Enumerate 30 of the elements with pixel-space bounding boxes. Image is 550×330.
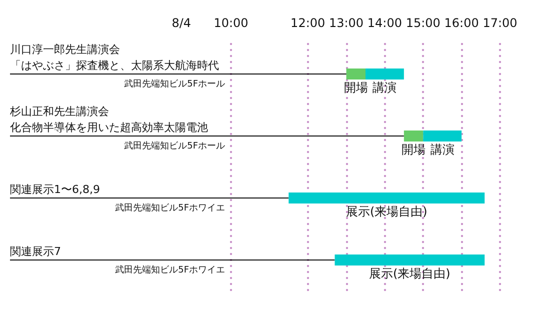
y-tick-label: 関連展示1〜6,8,9 (10, 183, 100, 196)
data-label: 開場 (402, 142, 426, 156)
y-tick-label: 化合物半導体を用いた超高効率太陽電池 (10, 121, 208, 134)
text: 武田先端知ビル5Fホワイエ (115, 264, 225, 276)
y-tick-label: 関連展示7 (10, 245, 61, 258)
x-tick-label: 15:00 (406, 16, 440, 30)
bar (404, 130, 424, 142)
data-label: 展示(来場自由) (346, 204, 428, 218)
x-tick-label: 17:00 (482, 16, 518, 30)
x-tick-label: 10:00 (214, 16, 248, 30)
x-tick-label: 12:00 (290, 16, 326, 30)
data-label: 展示(来場自由) (369, 266, 450, 280)
x-axis-title: 8/4 (172, 16, 191, 30)
x-tick-label: 13:00 (328, 16, 364, 30)
bar (346, 68, 366, 80)
bar (334, 254, 485, 266)
bar (423, 130, 462, 142)
bar (366, 68, 404, 80)
data-label: 講演 (372, 80, 397, 94)
text: 武田先端知ビル5Fホール (124, 78, 225, 90)
text: 川口淳一郎先生講演会 (10, 43, 120, 56)
bar (288, 192, 485, 204)
text: 武田先端知ビル5Fホール (124, 140, 225, 152)
y-tick-label: 「はやぶさ」探査機と、太陽系大航海時代 (10, 59, 219, 72)
data-label: 講演 (430, 142, 454, 156)
x-tick-label: 14:00 (367, 16, 402, 30)
text: 武田先端知ビル5Fホワイエ (115, 202, 225, 214)
data-label: 開場 (344, 80, 368, 94)
x-tick-label: 16:00 (444, 16, 479, 30)
text: 杉山正和先生講演会 (9, 105, 109, 118)
